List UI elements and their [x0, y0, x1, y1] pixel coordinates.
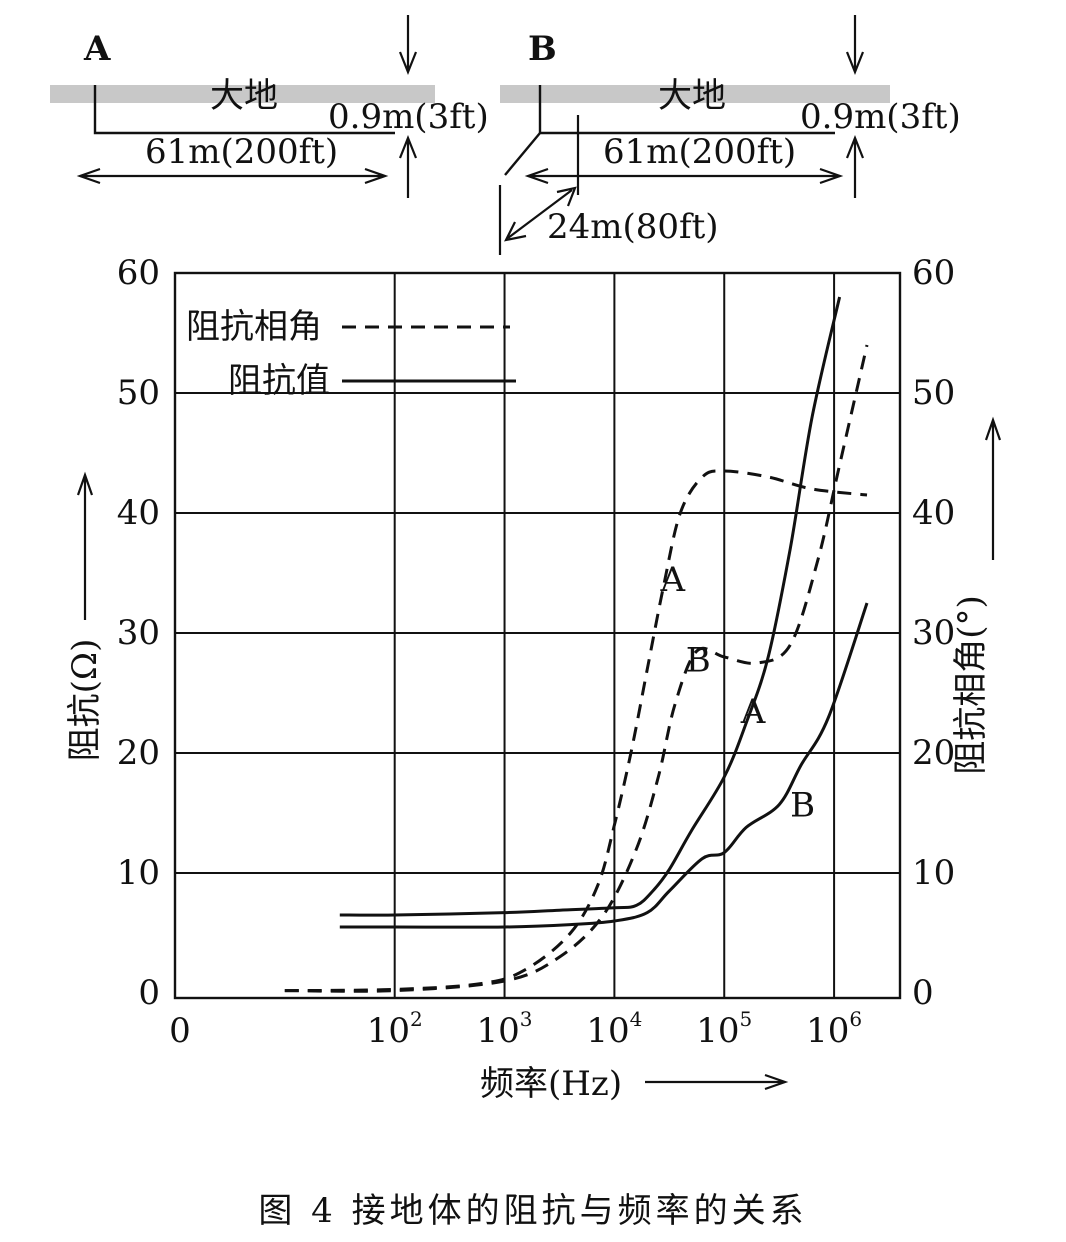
x-axis-title: 频率(Hz) [480, 1064, 789, 1104]
diagram-b-length-label: 61m(200ft) [603, 132, 796, 172]
y-tick-left-label: 0 [138, 973, 160, 1013]
diagram-b-branch-arrow [504, 186, 577, 242]
diagram-a-depth-arrow-up [398, 135, 418, 198]
diagram-b-depth-arrow-up [845, 135, 865, 198]
y-tick-left-label: 10 [117, 853, 160, 893]
y-axis-left-arrow [76, 471, 94, 620]
x-tick-base: 10 [367, 1011, 410, 1051]
y-tick-right-label: 20 [912, 733, 955, 773]
diagram-b-branch-electrode [504, 132, 541, 176]
diagram-b-length-arrow [524, 167, 844, 185]
y-tick-left-label: 40 [117, 493, 160, 533]
y-axis-right-title: 阻抗相角(°) [951, 416, 1002, 775]
diagram-b-branch-label: 24m(80ft) [547, 207, 719, 247]
x-tick-base: 10 [696, 1011, 739, 1051]
x-tick-base: 10 [586, 1011, 629, 1051]
x-axis-arrow [645, 1073, 789, 1091]
series-group [284, 296, 869, 993]
x-tick-label: 104 [586, 1007, 642, 1051]
diagram-a: A 大地 0.9m(3ft) 61m(200ft) [50, 15, 489, 198]
phase-b-line [284, 344, 869, 993]
diagram-b-depth-arrow-down [845, 15, 865, 75]
figure-caption: 图 4 接地体的阻抗与频率的关系 [258, 1191, 807, 1231]
y-tick-right-label: 60 [912, 253, 955, 293]
x-tick-exponent: 5 [740, 1007, 753, 1031]
diagram-b-ground-label: 大地 [658, 76, 726, 116]
x-tick-label: 103 [477, 1007, 533, 1051]
y-tick-left-label: 60 [117, 253, 160, 293]
y-axis-right-arrow [984, 416, 1002, 560]
diagram-b-label: B [528, 29, 557, 69]
x-tick-label: 106 [806, 1007, 862, 1051]
phase-a-line [284, 469, 868, 993]
diagram-a-ground-surface [50, 85, 435, 103]
legend: 阻抗相角 阻抗值 [186, 307, 516, 401]
y-tick-right-label: 50 [912, 373, 955, 413]
diagram-a-length-label: 61m(200ft) [145, 132, 338, 172]
x-axis-ticks: 0 102 103 104 105 106 [169, 1007, 862, 1051]
legend-label-phase: 阻抗相角 [186, 307, 322, 347]
y-tick-right-label: 0 [912, 973, 934, 1013]
x-tick-exponent: 3 [520, 1007, 533, 1031]
x-tick-base: 10 [806, 1011, 849, 1051]
impedance-b-curve-label: B [790, 786, 815, 826]
phase-b-curve-label: B [686, 640, 711, 680]
y-tick-left-label: 50 [117, 373, 160, 413]
y-axis-right-label: 阻抗相角(°) [951, 595, 991, 775]
diagram-a-electrode [93, 85, 395, 135]
x-tick-label: 102 [367, 1007, 423, 1051]
y-axis-right-ticks: 60 50 40 30 20 10 0 [912, 253, 955, 1013]
phase-a-curve-label: A [660, 560, 686, 600]
legend-label-impedance: 阻抗值 [228, 361, 330, 401]
y-axis-left-label: 阻抗(Ω) [65, 639, 105, 762]
x-tick-base: 10 [477, 1011, 520, 1051]
diagram-a-depth-label: 0.9m(3ft) [328, 97, 489, 137]
diagram-a-depth-arrow-down [398, 15, 418, 75]
x-tick-label: 105 [696, 1007, 752, 1051]
diagram-a-ground-label: 大地 [210, 76, 278, 116]
y-tick-left-label: 30 [117, 613, 160, 653]
plot-frame [173, 271, 902, 1000]
gridlines [175, 273, 900, 998]
y-tick-right-label: 30 [912, 613, 955, 653]
diagram-b: B 大地 0.9m(3ft) 61m(200ft) 24m(80ft) [498, 15, 961, 255]
diagram-b-depth-label: 0.9m(3ft) [800, 97, 961, 137]
x-axis-label: 频率(Hz) [480, 1064, 622, 1104]
y-tick-right-label: 10 [912, 853, 955, 893]
x-tick-exponent: 6 [849, 1007, 862, 1031]
impedance-a-line [339, 296, 842, 917]
diagram-a-label: A [83, 29, 111, 69]
y-axis-left-ticks: 60 50 40 30 20 10 0 [117, 253, 160, 1013]
diagram-b-ground-surface [500, 85, 890, 103]
y-tick-right-label: 40 [912, 493, 955, 533]
x-tick-exponent: 4 [630, 1007, 643, 1031]
y-axis-left-title: 阻抗(Ω) [65, 471, 105, 762]
impedance-b-line [339, 602, 869, 929]
x-tick-origin-label: 0 [169, 1011, 191, 1051]
y-tick-left-label: 20 [117, 733, 160, 773]
x-tick-exponent: 2 [410, 1007, 423, 1031]
impedance-a-curve-label: A [740, 692, 766, 732]
diagram-a-length-arrow [76, 167, 389, 185]
